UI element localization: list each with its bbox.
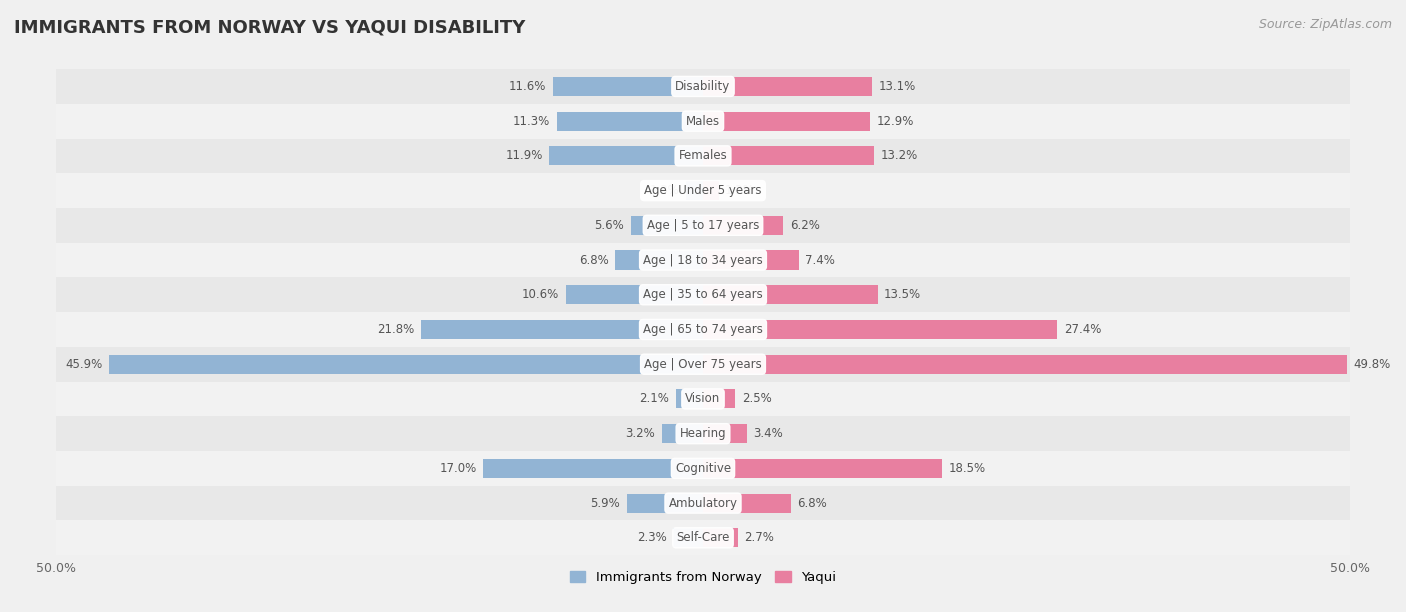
Text: 6.8%: 6.8% — [797, 496, 827, 510]
Text: 6.8%: 6.8% — [579, 253, 609, 267]
Bar — [614, 250, 703, 269]
Text: 2.3%: 2.3% — [637, 531, 666, 544]
Text: 7.4%: 7.4% — [806, 253, 835, 267]
Bar — [703, 389, 735, 408]
Bar — [703, 320, 1057, 339]
Bar — [553, 77, 703, 96]
Text: 1.3%: 1.3% — [650, 184, 679, 197]
Text: 11.9%: 11.9% — [505, 149, 543, 162]
Bar — [703, 77, 873, 96]
Text: IMMIGRANTS FROM NORWAY VS YAQUI DISABILITY: IMMIGRANTS FROM NORWAY VS YAQUI DISABILI… — [14, 18, 526, 36]
Text: Disability: Disability — [675, 80, 731, 93]
Bar — [662, 424, 703, 443]
Bar — [703, 181, 718, 200]
Bar — [56, 416, 1350, 451]
Text: Hearing: Hearing — [679, 427, 727, 440]
Text: Age | 18 to 34 years: Age | 18 to 34 years — [643, 253, 763, 267]
Bar — [676, 389, 703, 408]
Text: 2.1%: 2.1% — [640, 392, 669, 405]
Bar — [673, 528, 703, 547]
Bar — [703, 216, 783, 235]
Text: Cognitive: Cognitive — [675, 462, 731, 475]
Bar — [56, 277, 1350, 312]
Text: Ambulatory: Ambulatory — [668, 496, 738, 510]
Bar — [703, 459, 942, 478]
Text: Age | Under 5 years: Age | Under 5 years — [644, 184, 762, 197]
Bar — [703, 493, 792, 513]
Text: 27.4%: 27.4% — [1064, 323, 1101, 336]
Text: 49.8%: 49.8% — [1354, 357, 1391, 371]
Bar — [703, 528, 738, 547]
Bar — [703, 424, 747, 443]
Bar — [703, 250, 799, 269]
Text: Vision: Vision — [685, 392, 721, 405]
Bar — [550, 146, 703, 165]
Bar — [703, 285, 877, 304]
Bar — [557, 111, 703, 131]
Bar — [56, 486, 1350, 520]
Text: Age | 65 to 74 years: Age | 65 to 74 years — [643, 323, 763, 336]
Text: 12.9%: 12.9% — [876, 114, 914, 128]
Text: 6.2%: 6.2% — [790, 219, 820, 232]
Bar — [110, 355, 703, 374]
Text: 11.6%: 11.6% — [509, 80, 547, 93]
Text: 10.6%: 10.6% — [522, 288, 560, 301]
Text: 3.2%: 3.2% — [626, 427, 655, 440]
Bar — [56, 208, 1350, 243]
Bar — [686, 181, 703, 200]
Text: 21.8%: 21.8% — [377, 323, 415, 336]
Text: 13.2%: 13.2% — [880, 149, 918, 162]
Bar — [56, 243, 1350, 277]
Text: 18.5%: 18.5% — [949, 462, 986, 475]
Text: 1.2%: 1.2% — [725, 184, 755, 197]
Legend: Immigrants from Norway, Yaqui: Immigrants from Norway, Yaqui — [564, 566, 842, 589]
Bar — [56, 520, 1350, 555]
Bar — [484, 459, 703, 478]
Bar — [703, 146, 873, 165]
Text: 11.3%: 11.3% — [513, 114, 550, 128]
Text: 13.5%: 13.5% — [884, 288, 921, 301]
Text: Females: Females — [679, 149, 727, 162]
Text: Self-Care: Self-Care — [676, 531, 730, 544]
Bar — [56, 104, 1350, 138]
Text: 45.9%: 45.9% — [66, 357, 103, 371]
Bar — [56, 381, 1350, 416]
Text: 3.4%: 3.4% — [754, 427, 783, 440]
Text: 5.6%: 5.6% — [595, 219, 624, 232]
Text: 17.0%: 17.0% — [440, 462, 477, 475]
Text: Source: ZipAtlas.com: Source: ZipAtlas.com — [1258, 18, 1392, 31]
Bar — [630, 216, 703, 235]
Bar — [56, 69, 1350, 104]
Bar — [56, 138, 1350, 173]
Text: Age | 5 to 17 years: Age | 5 to 17 years — [647, 219, 759, 232]
Text: Males: Males — [686, 114, 720, 128]
Bar — [56, 312, 1350, 347]
Text: 2.7%: 2.7% — [744, 531, 775, 544]
Text: Age | 35 to 64 years: Age | 35 to 64 years — [643, 288, 763, 301]
Bar — [56, 347, 1350, 381]
Text: 2.5%: 2.5% — [742, 392, 772, 405]
Bar — [627, 493, 703, 513]
Text: 5.9%: 5.9% — [591, 496, 620, 510]
Text: Age | Over 75 years: Age | Over 75 years — [644, 357, 762, 371]
Bar — [565, 285, 703, 304]
Bar — [56, 173, 1350, 208]
Bar — [420, 320, 703, 339]
Bar — [56, 451, 1350, 486]
Text: 13.1%: 13.1% — [879, 80, 917, 93]
Bar — [703, 111, 870, 131]
Bar — [703, 355, 1347, 374]
